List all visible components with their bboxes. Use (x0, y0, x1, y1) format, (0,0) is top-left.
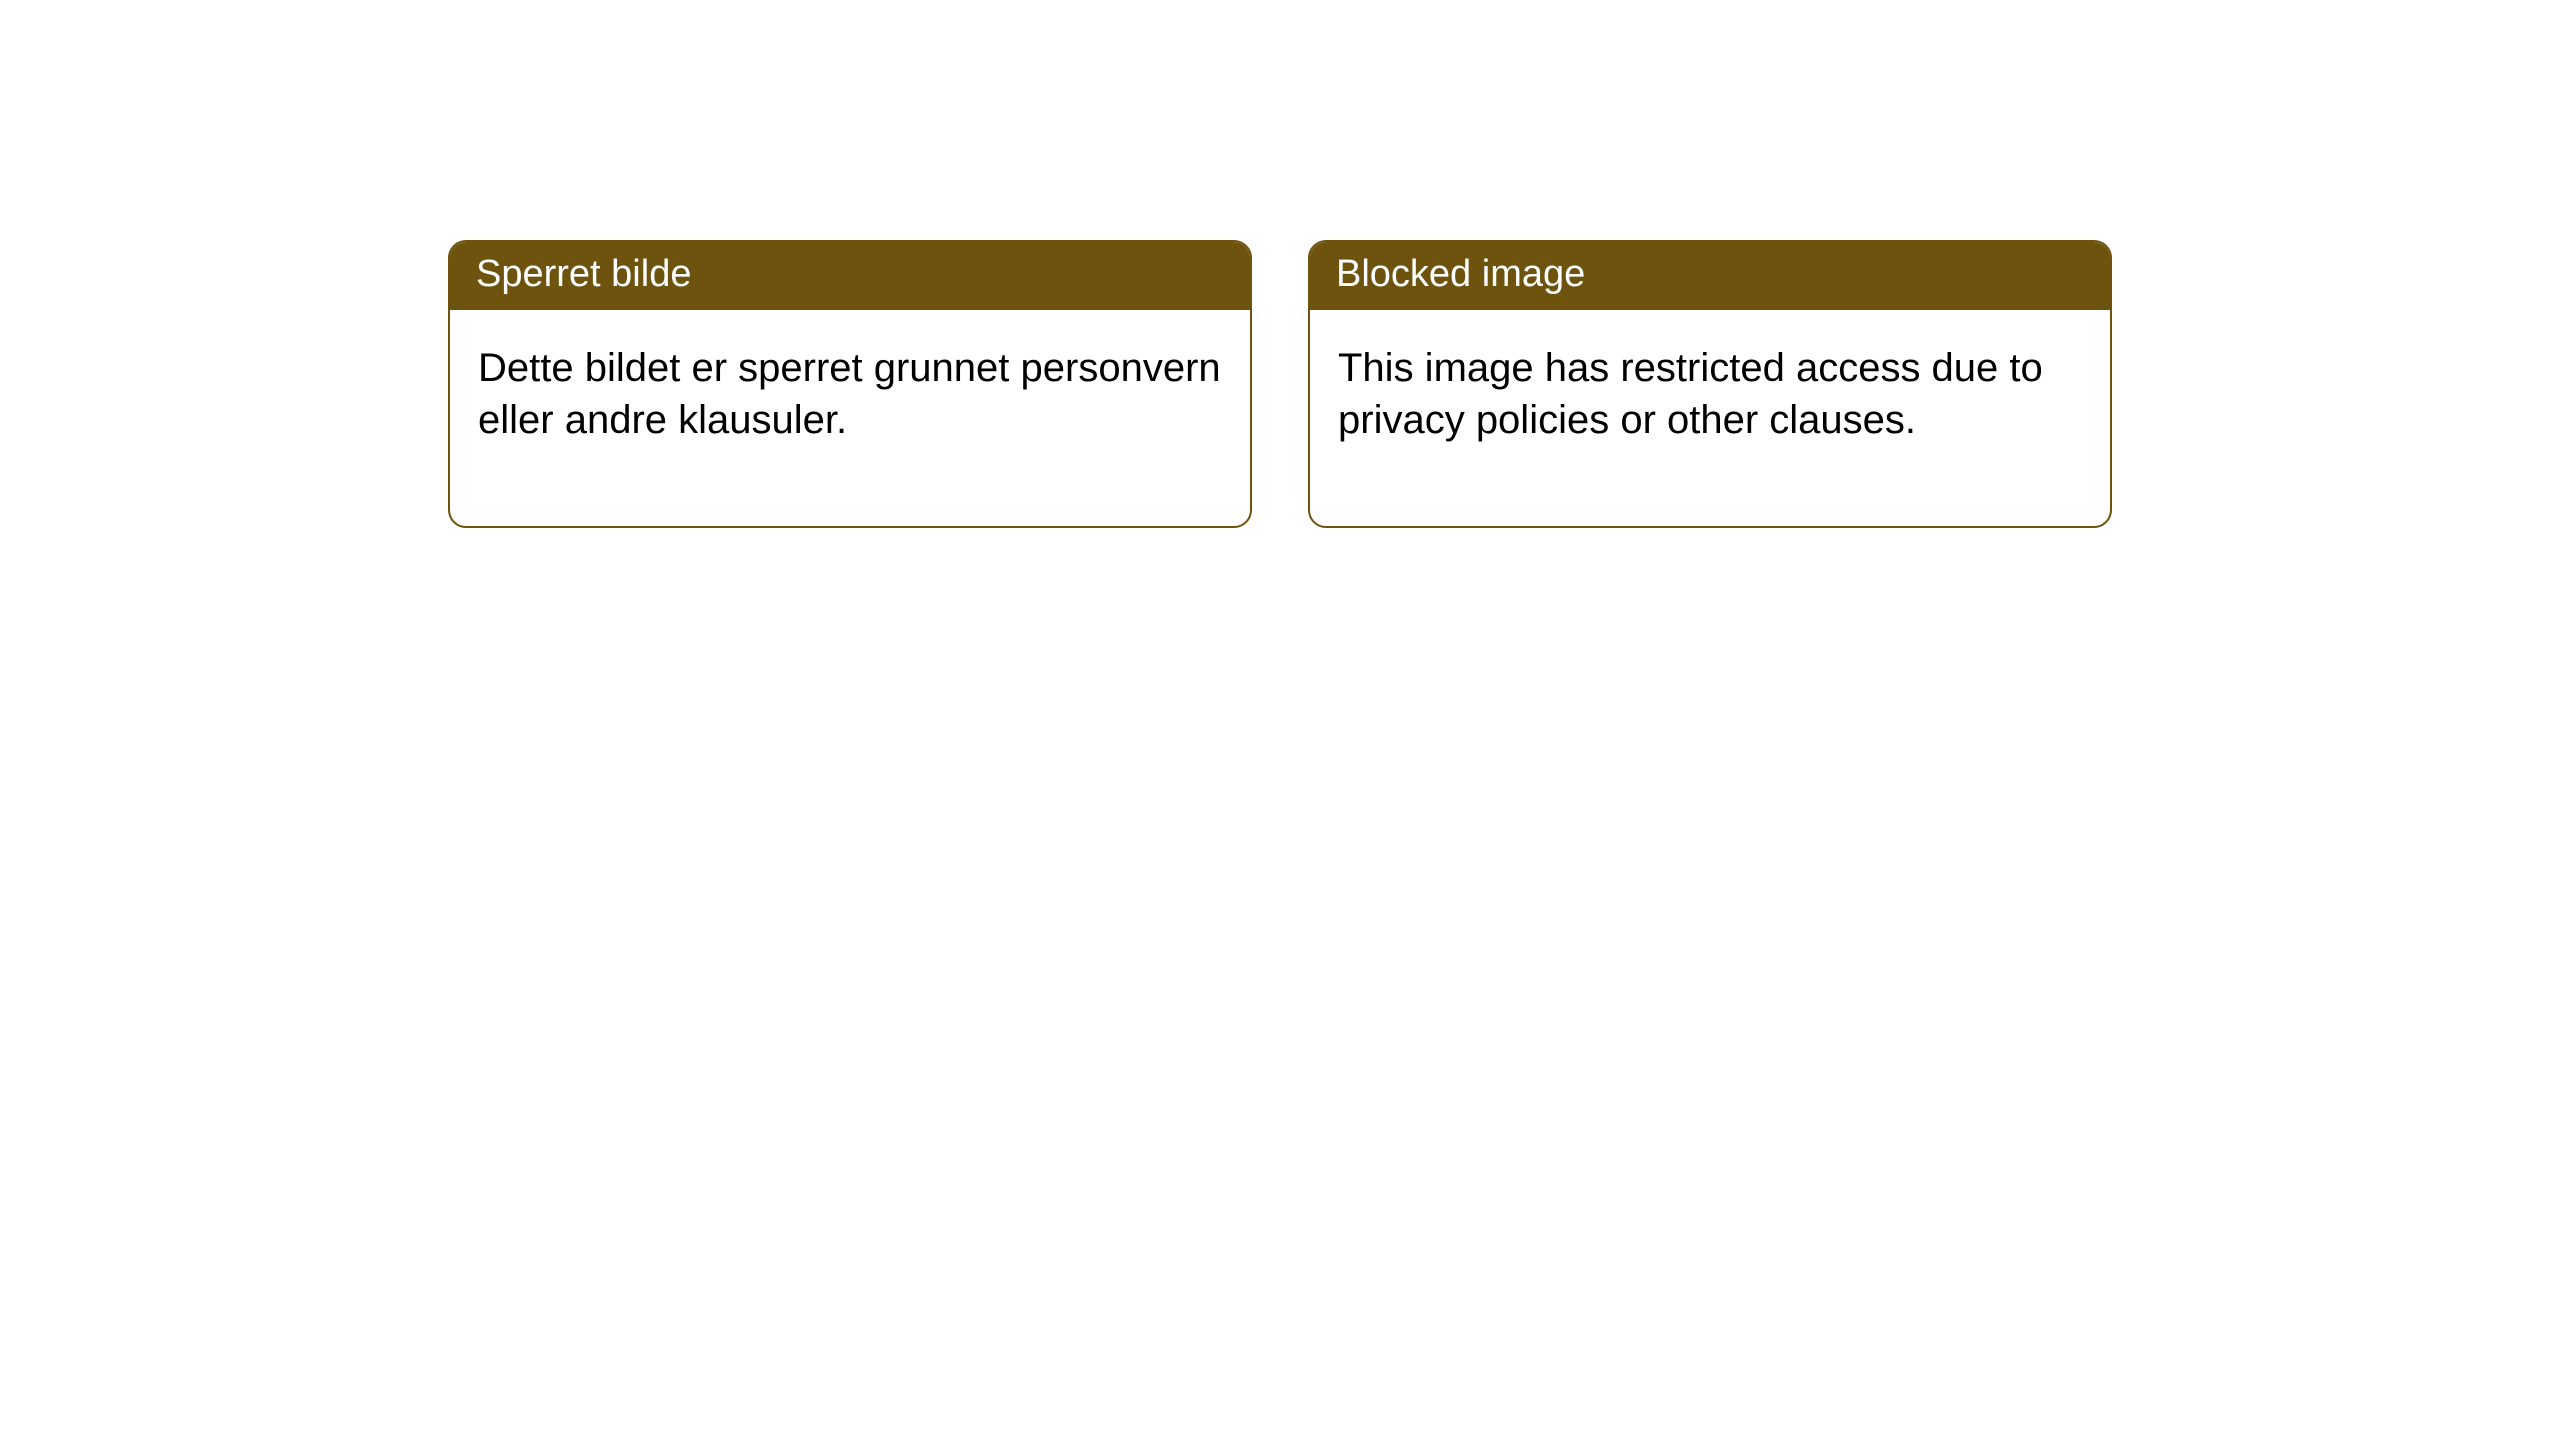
notice-card-english: Blocked image This image has restricted … (1308, 240, 2112, 528)
notice-cards-container: Sperret bilde Dette bildet er sperret gr… (0, 0, 2560, 528)
notice-card-body: Dette bildet er sperret grunnet personve… (450, 310, 1250, 526)
notice-card-norwegian: Sperret bilde Dette bildet er sperret gr… (448, 240, 1252, 528)
notice-card-title: Sperret bilde (450, 242, 1250, 310)
notice-card-title: Blocked image (1310, 242, 2110, 310)
notice-card-body: This image has restricted access due to … (1310, 310, 2110, 526)
